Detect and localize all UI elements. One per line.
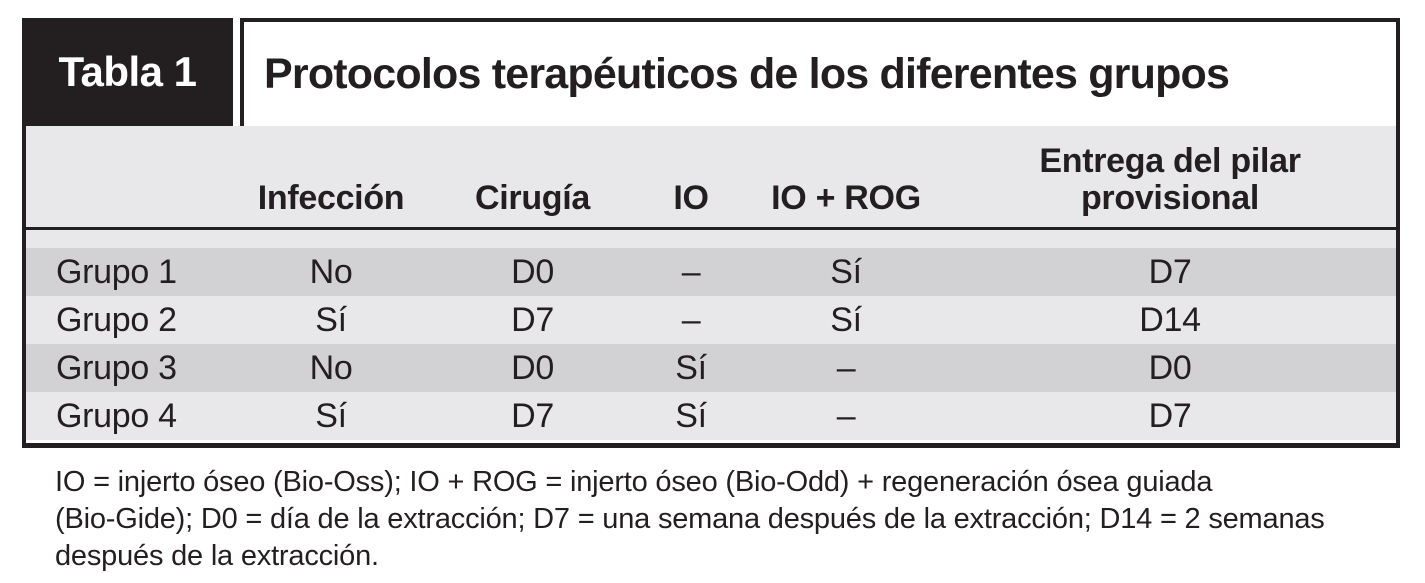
cell-io-rog: – [836,397,856,435]
column-header-io: IO [673,179,709,217]
title-gap [233,18,240,126]
cell-entrega: D7 [1148,397,1192,435]
cell-io: Sí [675,349,707,387]
cell-infeccion: Sí [315,301,347,339]
footnote-line: IO = injerto óseo (Bio-Oss); IO + ROG = … [55,466,1213,498]
column-header-infeccion: Infección [257,179,405,217]
table-row: Grupo 2 Sí D7 – Sí D14 [26,296,1396,344]
cell-entrega: D7 [1148,253,1192,291]
cell-cirugia: D7 [511,397,554,435]
table-row: Grupo 1 No D0 – Sí D7 [26,248,1396,296]
cell-io-rog: – [836,349,856,387]
cell-cirugia: D0 [511,253,554,291]
table-frame: Tabla 1 Protocolos terapéuticos de los d… [22,18,1400,448]
cell-io-rog: Sí [830,253,862,291]
cell-infeccion: Sí [315,397,347,435]
table-footnote: IO = injerto óseo (Bio-Oss); IO + ROG = … [55,464,1395,575]
table-header-band: Tabla 1 Protocolos terapéuticos de los d… [22,18,1396,126]
cell-infeccion: No [309,349,353,387]
column-header-io-rog: IO + ROG [771,179,921,217]
cell-cirugia: D7 [511,301,554,339]
row-group-label: Grupo 4 [56,397,177,435]
cell-entrega: D14 [1139,301,1201,339]
table-row: Grupo 3 No D0 Sí – D0 [26,344,1396,392]
table-number-label: Tabla 1 [22,18,233,126]
column-header-entrega-text: Entrega del pilar provisional [1039,142,1301,217]
cell-cirugia: D0 [511,349,554,387]
cell-infeccion: No [309,253,353,291]
header-spacer [26,230,1396,248]
column-header-entrega: Entrega del pilar provisional [944,143,1396,217]
footnote-line: después de la extracción. [55,540,379,572]
cell-io: Sí [675,397,707,435]
row-group-label: Grupo 2 [56,301,177,339]
row-group-label: Grupo 1 [56,253,177,291]
title-panel: Protocolos terapéuticos de los diferente… [240,18,1396,126]
column-header-cirugia: Cirugía [474,179,591,217]
row-group-label: Grupo 3 [56,349,177,387]
cell-entrega: D0 [1148,349,1192,387]
table-row: Grupo 4 Sí D7 Sí – D7 [26,392,1396,440]
cell-io: – [681,253,701,291]
cell-io: – [681,301,701,339]
column-header-row: Infección Cirugía IO IO + ROG Entrega de… [26,126,1396,230]
table-title: Protocolos terapéuticos de los diferente… [264,49,1230,98]
cell-io-rog: Sí [830,301,862,339]
footnote-line: (Bio-Gide); D0 = día de la extracción; D… [55,503,1325,535]
